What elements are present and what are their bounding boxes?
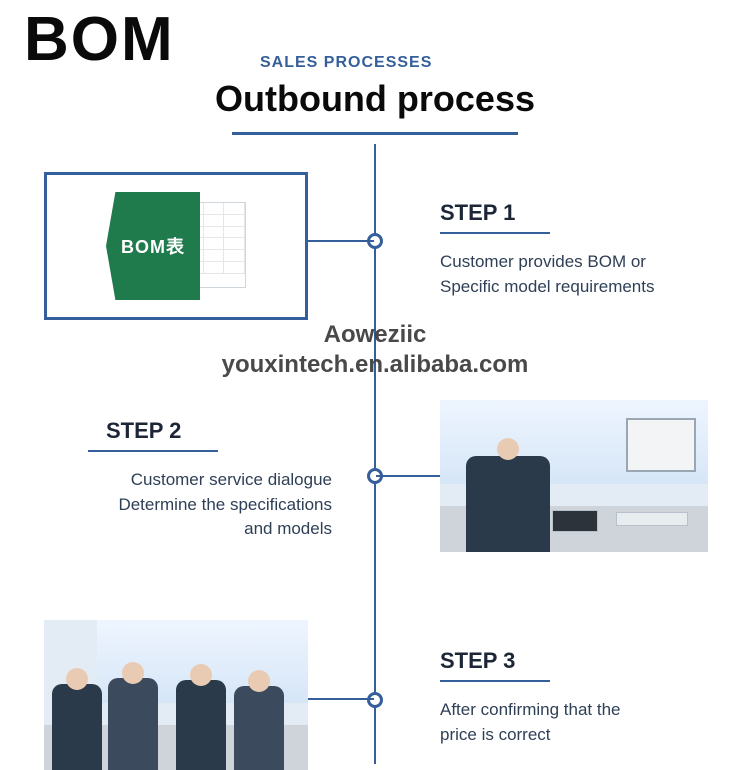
timeline-dot-3 xyxy=(367,692,383,708)
step-1-description: Customer provides BOM orSpecific model r… xyxy=(440,250,710,299)
sales-processes-subtitle: SALES PROCESSES xyxy=(260,54,432,72)
step-2-title: STEP 2 xyxy=(106,418,181,444)
bom-heading: BOM xyxy=(24,4,175,75)
branch-line-1 xyxy=(308,240,374,242)
step-1-title: STEP 1 xyxy=(440,200,515,226)
step-1-image-box: BOM表 xyxy=(44,172,308,320)
step-3-description: After confirming that theprice is correc… xyxy=(440,698,710,747)
title-underline xyxy=(232,132,518,135)
step-2-description: Customer service dialogueDetermine the s… xyxy=(42,468,332,542)
step-2-underline xyxy=(88,450,218,452)
excel-badge: BOM表 xyxy=(106,192,200,300)
office-photo-2 xyxy=(44,620,308,770)
watermark-line1: Aoweziic xyxy=(0,320,750,350)
office-photo-1 xyxy=(440,400,708,552)
step-3-underline xyxy=(440,680,550,682)
watermark-text: Aoweziic youxintech.en.alibaba.com xyxy=(0,320,750,380)
excel-badge-label: BOM表 xyxy=(121,233,185,259)
step-3-title: STEP 3 xyxy=(440,648,515,674)
branch-line-3 xyxy=(308,698,374,700)
branch-line-2 xyxy=(376,475,440,477)
step-2-image-box xyxy=(440,400,708,552)
watermark-line2: youxintech.en.alibaba.com xyxy=(0,350,750,380)
page-root: BOM SALES PROCESSES Outbound process BOM… xyxy=(0,0,750,750)
excel-file-icon: BOM表 xyxy=(106,192,246,300)
step-1-underline xyxy=(440,232,550,234)
step-3-image-box xyxy=(44,620,308,770)
page-title: Outbound process xyxy=(0,78,750,120)
